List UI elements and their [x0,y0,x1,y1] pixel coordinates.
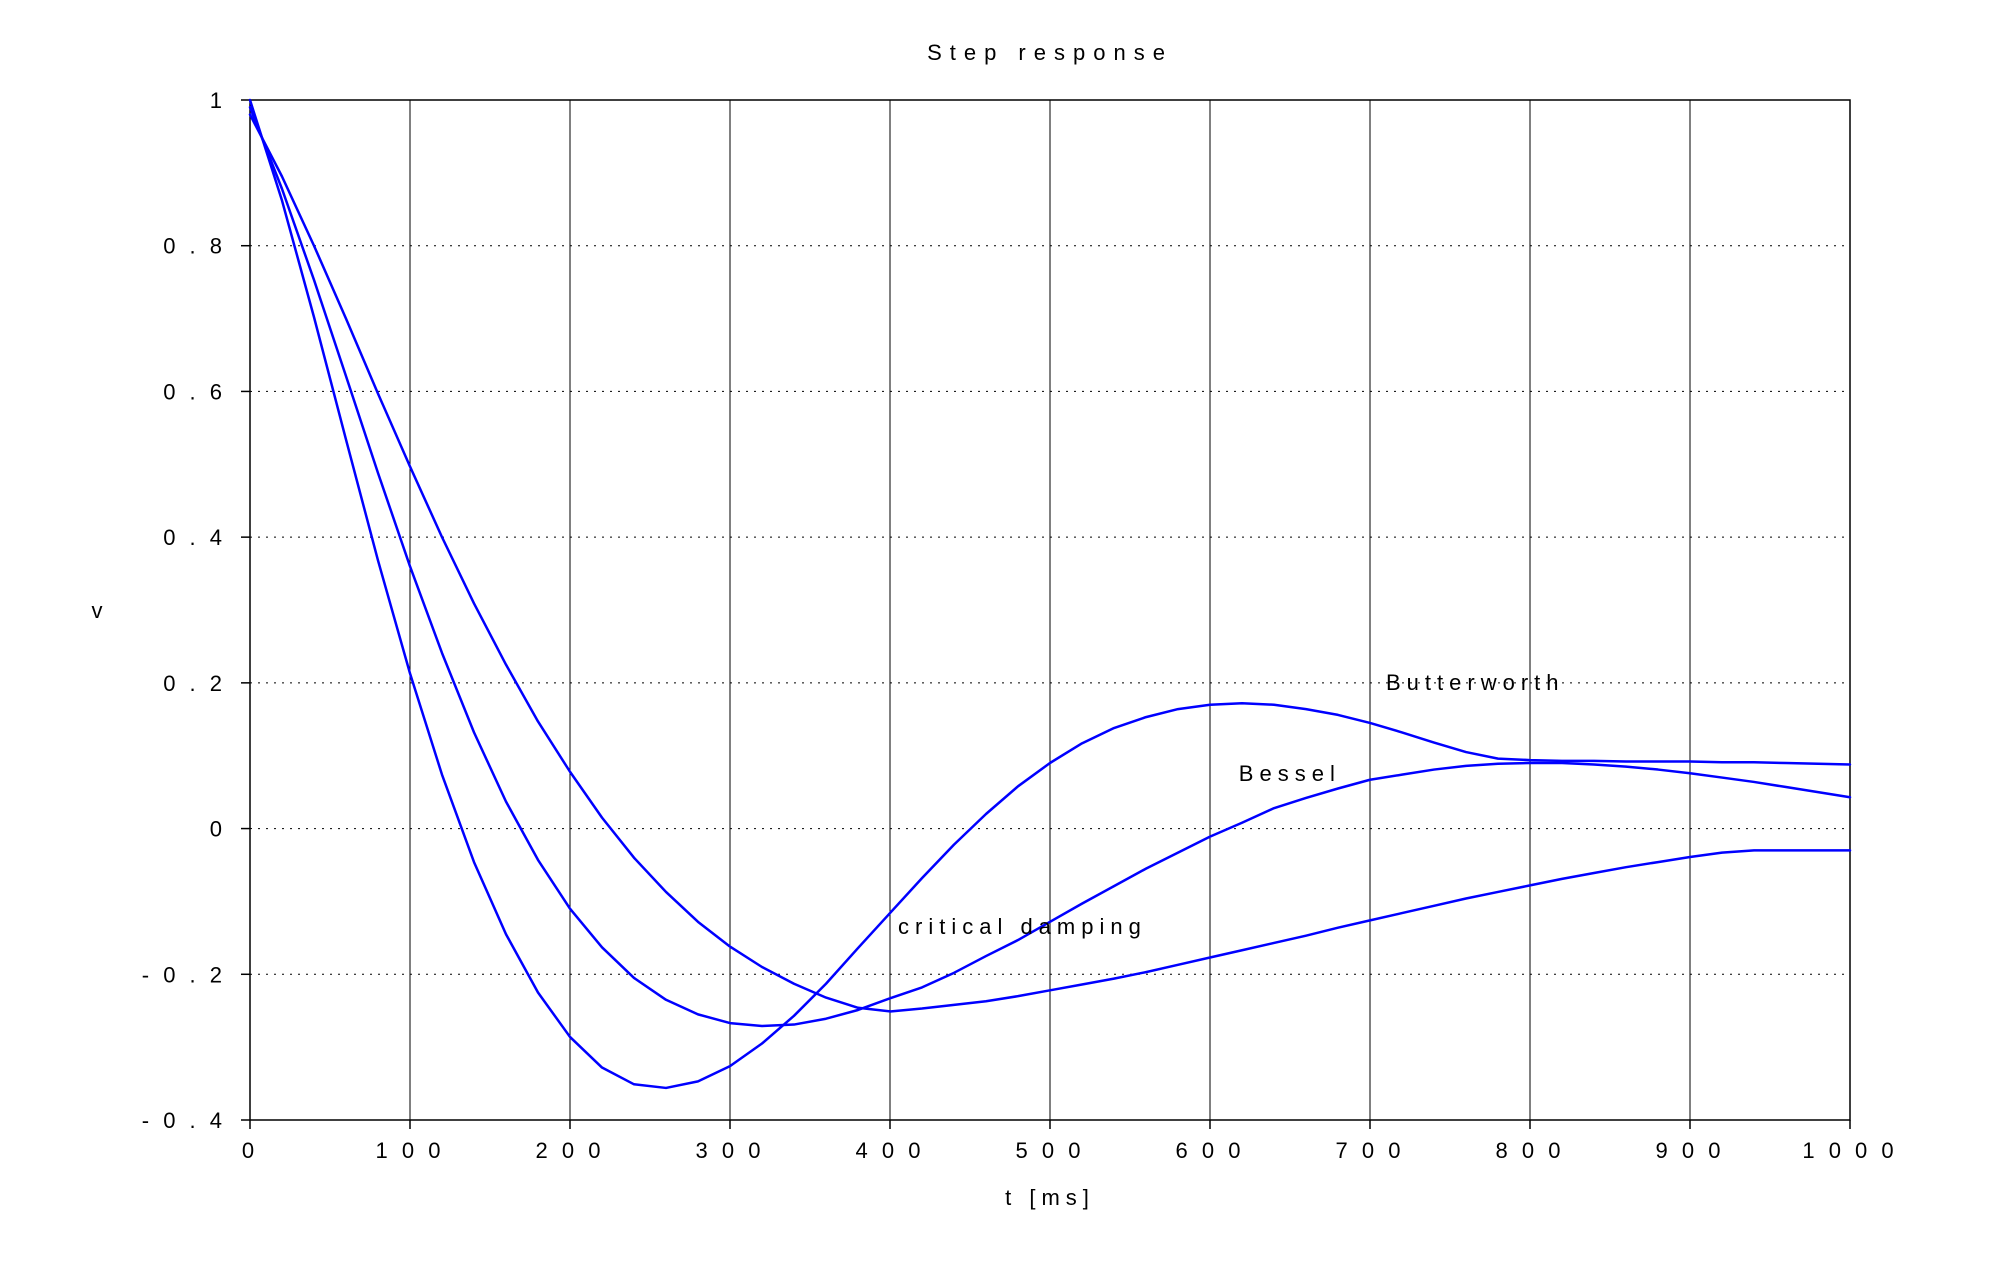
y-axis-label: v [92,598,109,623]
ytick-label: - 0 . 4 [142,1108,226,1133]
chart-bg [0,0,2004,1264]
xtick-label: 9 0 0 [1656,1138,1725,1163]
xtick-label: 6 0 0 [1176,1138,1245,1163]
annotation-bessel: Bessel [1239,761,1341,786]
xtick-label: 4 0 0 [856,1138,925,1163]
chart-title: Step response [927,40,1173,65]
ytick-label: 0 . 8 [163,234,226,259]
xtick-label: 8 0 0 [1496,1138,1565,1163]
xtick-label: 1 0 0 0 [1802,1138,1897,1163]
xtick-label: 1 0 0 [376,1138,445,1163]
xtick-label: 2 0 0 [536,1138,605,1163]
xtick-label: 7 0 0 [1336,1138,1405,1163]
ytick-label: 0 [210,817,226,842]
annotation-critical-damping: critical damping [898,914,1147,939]
xtick-label: 5 0 0 [1016,1138,1085,1163]
chart-svg: 0 1 0 0 2 0 0 3 0 0 4 0 0 5 0 0 6 0 0 7 0 0 8 0 … [0,0,2004,1264]
annotation-butterworth: Butterworth [1386,670,1565,695]
ytick-label: 0 . 4 [163,525,226,550]
ytick-label: 1 [210,88,226,113]
xtick-label: 0 [242,1138,258,1163]
x-axis-label: t [ms] [1005,1185,1095,1210]
ytick-label: - 0 . 2 [142,962,226,987]
ytick-label: 0 . 6 [163,379,226,404]
ytick-label: 0 . 2 [163,671,226,696]
xtick-label: 3 0 0 [696,1138,765,1163]
step-response-chart: 0 1 0 0 2 0 0 3 0 0 4 0 0 5 0 0 6 0 0 7 0 0 8 0 … [0,0,2004,1264]
